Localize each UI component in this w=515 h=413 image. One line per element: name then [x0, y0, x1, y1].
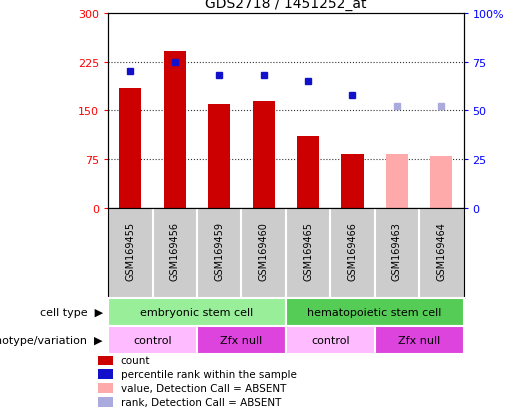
Bar	[197, 326, 286, 354]
Text: embryonic stem cell: embryonic stem cell	[141, 307, 253, 317]
Text: cell type  ▶: cell type ▶	[40, 307, 103, 317]
Text: control: control	[311, 335, 350, 345]
Bar	[430, 157, 452, 208]
Text: rank, Detection Call = ABSENT: rank, Detection Call = ABSENT	[121, 397, 281, 407]
Bar	[108, 326, 197, 354]
Bar	[252, 101, 274, 208]
Bar	[164, 52, 186, 208]
Bar	[208, 104, 230, 208]
Bar	[375, 326, 464, 354]
Text: percentile rank within the sample: percentile rank within the sample	[121, 369, 297, 379]
Text: GSM169460: GSM169460	[259, 222, 269, 280]
Text: GSM169463: GSM169463	[392, 222, 402, 280]
Text: GSM169465: GSM169465	[303, 222, 313, 281]
Text: control: control	[133, 335, 172, 345]
Text: count: count	[121, 356, 150, 366]
Bar	[98, 356, 113, 366]
Bar	[98, 369, 113, 379]
Text: GSM169466: GSM169466	[348, 222, 357, 280]
Bar	[98, 397, 113, 407]
Text: GSM169459: GSM169459	[214, 222, 224, 281]
Bar	[108, 298, 286, 326]
Text: GSM169464: GSM169464	[436, 222, 447, 280]
Text: Zfx null: Zfx null	[220, 335, 263, 345]
Title: GDS2718 / 1451252_at: GDS2718 / 1451252_at	[205, 0, 367, 12]
Bar	[386, 154, 408, 208]
Bar	[297, 137, 319, 208]
Text: genotype/variation  ▶: genotype/variation ▶	[0, 335, 103, 345]
Bar	[341, 154, 364, 208]
Text: Zfx null: Zfx null	[398, 335, 440, 345]
Bar	[286, 326, 375, 354]
Text: value, Detection Call = ABSENT: value, Detection Call = ABSENT	[121, 383, 286, 393]
Text: GSM169455: GSM169455	[125, 222, 135, 281]
Text: hematopoietic stem cell: hematopoietic stem cell	[307, 307, 442, 317]
Bar	[119, 88, 142, 208]
Bar	[286, 298, 464, 326]
Bar	[98, 383, 113, 393]
Text: GSM169456: GSM169456	[170, 222, 180, 281]
